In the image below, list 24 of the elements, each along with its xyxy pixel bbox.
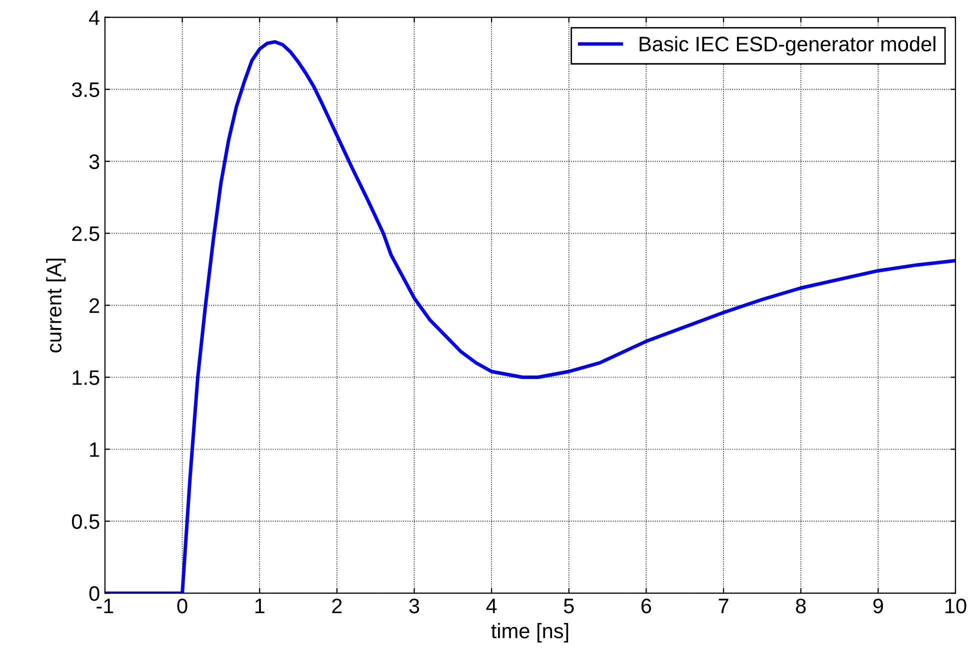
x-tick-label: -1: [96, 598, 114, 614]
y-tick-label: 3.5: [72, 82, 100, 98]
x-tick-label: 8: [796, 598, 806, 614]
x-tick-label: 3: [409, 598, 420, 614]
x-tick-label: 6: [641, 598, 652, 614]
x-tick-label: 10: [945, 598, 966, 614]
x-axis-title: time [ns]: [491, 623, 568, 642]
x-tick-label: 5: [564, 598, 574, 614]
legend-label: Basic IEC ESD-generator model: [640, 36, 936, 56]
x-tick-label: 1: [255, 598, 264, 614]
y-tick-label: 4: [89, 10, 100, 25]
x-tick-label: 9: [873, 598, 883, 614]
y-tick-label: 1: [90, 442, 100, 457]
x-tick-label: 2: [332, 598, 342, 614]
x-tick-label: 0: [177, 598, 188, 614]
y-tick-label: 0: [89, 586, 100, 601]
y-tick-label: 1.5: [72, 370, 100, 386]
y-tick-label: 0.5: [72, 514, 100, 529]
x-tick-label: 7: [718, 598, 728, 614]
y-tick-label: 2: [90, 298, 100, 313]
y-tick-label: 3: [89, 154, 100, 170]
y-tick-label: 2.5: [72, 226, 100, 242]
y-axis-title: current [A]: [46, 258, 66, 352]
x-tick-label: 4: [486, 598, 497, 614]
